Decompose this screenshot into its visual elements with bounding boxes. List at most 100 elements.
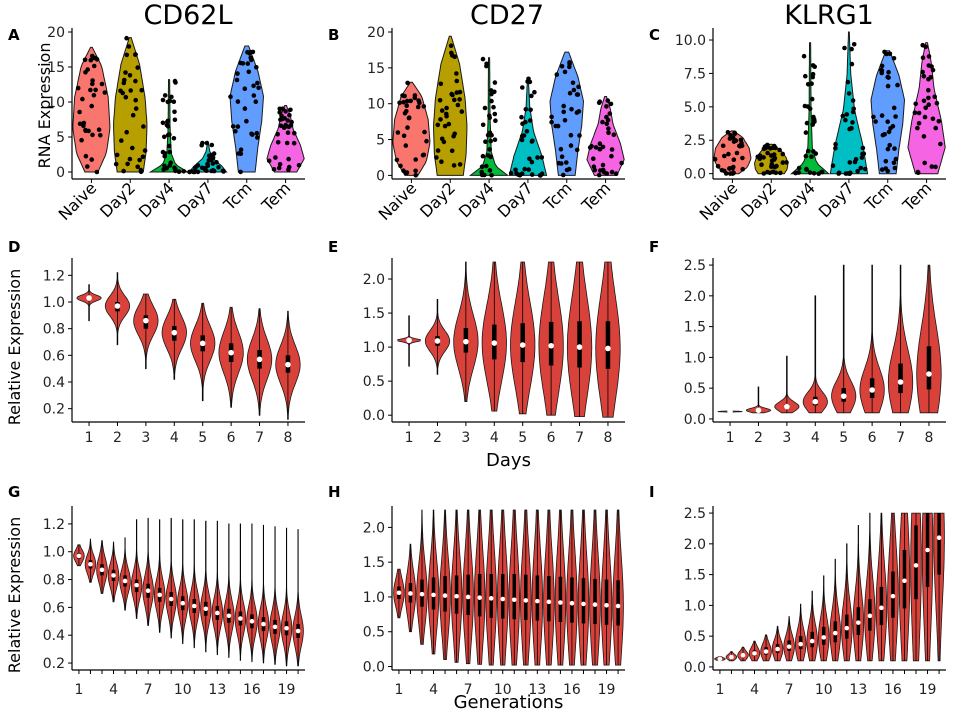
data-point (772, 164, 778, 170)
data-point (181, 169, 186, 174)
chart-title: KLRG1 (784, 0, 874, 31)
data-point (91, 92, 97, 98)
data-point (892, 146, 897, 151)
x-tick-label: 2 (754, 430, 763, 446)
data-point (79, 137, 84, 143)
data-point (126, 44, 132, 49)
y-tick-label: 0.6 (43, 348, 65, 364)
data-point (836, 170, 842, 176)
median-dot (145, 588, 151, 593)
median-dot (604, 603, 609, 608)
data-point (860, 151, 865, 157)
data-point (549, 114, 554, 120)
median-dot (869, 387, 875, 393)
median-dot (272, 624, 278, 630)
violin-box (535, 575, 540, 621)
y-tick-label: 2.5 (684, 506, 706, 522)
data-point (598, 168, 603, 173)
data-point (88, 87, 93, 93)
data-point (567, 60, 572, 65)
violin-day7 (508, 77, 548, 176)
median-dot (897, 379, 904, 385)
violin-box (477, 574, 482, 617)
data-point (609, 153, 614, 159)
data-point (275, 132, 281, 137)
data-point (401, 99, 406, 105)
data-point (731, 170, 736, 175)
data-point (558, 146, 564, 152)
data-point (454, 71, 459, 76)
median-dot (228, 349, 234, 356)
data-point (519, 114, 524, 120)
x-tick-label: 7 (896, 430, 905, 446)
x-tick-label: 2 (433, 430, 442, 446)
data-point (86, 128, 91, 134)
violin-tem (266, 105, 305, 173)
violin-tem (586, 96, 625, 176)
x-tick-label: 7 (785, 682, 794, 698)
data-point (921, 134, 927, 139)
violin-day7 (829, 31, 869, 175)
median-dot (592, 602, 598, 607)
data-point (435, 122, 441, 128)
y-tick-label: 0.0 (684, 660, 706, 676)
x-tick-label: 13 (528, 682, 546, 698)
panel-label-f: F (649, 238, 659, 256)
median-dot (546, 599, 552, 605)
data-point (405, 125, 410, 130)
data-point (833, 141, 838, 147)
data-point (286, 164, 292, 170)
data-point (284, 140, 290, 146)
data-point (922, 160, 927, 166)
data-point (404, 108, 409, 114)
data-point (441, 139, 447, 145)
data-point (250, 132, 255, 137)
y-tick-label: 10 (47, 95, 65, 111)
data-point (529, 139, 535, 144)
panel-label-c: C (649, 26, 660, 44)
data-point (723, 171, 729, 176)
data-point (167, 149, 173, 155)
data-point (130, 112, 136, 118)
data-point (895, 82, 900, 88)
data-point (292, 130, 297, 136)
data-point (600, 119, 605, 125)
data-point (770, 145, 776, 150)
data-point (549, 119, 554, 125)
data-point (567, 90, 573, 96)
x-tick-label: 7 (144, 682, 153, 698)
y-tick-label: 15 (367, 61, 385, 77)
median-dot (763, 649, 769, 654)
data-point (771, 152, 777, 157)
data-point (607, 111, 613, 116)
data-point (424, 138, 429, 144)
x-tick-label: Tem (257, 178, 294, 215)
x-tick-label: 1 (85, 430, 94, 446)
x-tick-label: 16 (884, 682, 902, 698)
median-dot (488, 596, 494, 601)
data-point (577, 133, 582, 138)
data-point (816, 171, 821, 176)
violin-naive (72, 46, 111, 173)
data-point (233, 129, 238, 134)
data-point (920, 69, 925, 75)
data-point (135, 65, 140, 70)
data-point (492, 80, 498, 85)
data-point (133, 106, 139, 111)
violin-box (489, 574, 493, 618)
data-point (172, 109, 177, 115)
data-point (526, 76, 531, 82)
y-tick-label: 1.5 (684, 320, 706, 336)
median-dot (844, 625, 850, 631)
data-point (249, 57, 254, 63)
data-point (275, 140, 281, 145)
data-point (133, 78, 138, 84)
data-point (715, 164, 721, 169)
data-point (604, 104, 609, 109)
data-point (934, 100, 940, 106)
data-point (113, 161, 119, 167)
median-dot (199, 340, 206, 347)
y-tick-label: 0.8 (43, 573, 65, 589)
median-dot (406, 337, 412, 344)
data-point (90, 78, 95, 83)
